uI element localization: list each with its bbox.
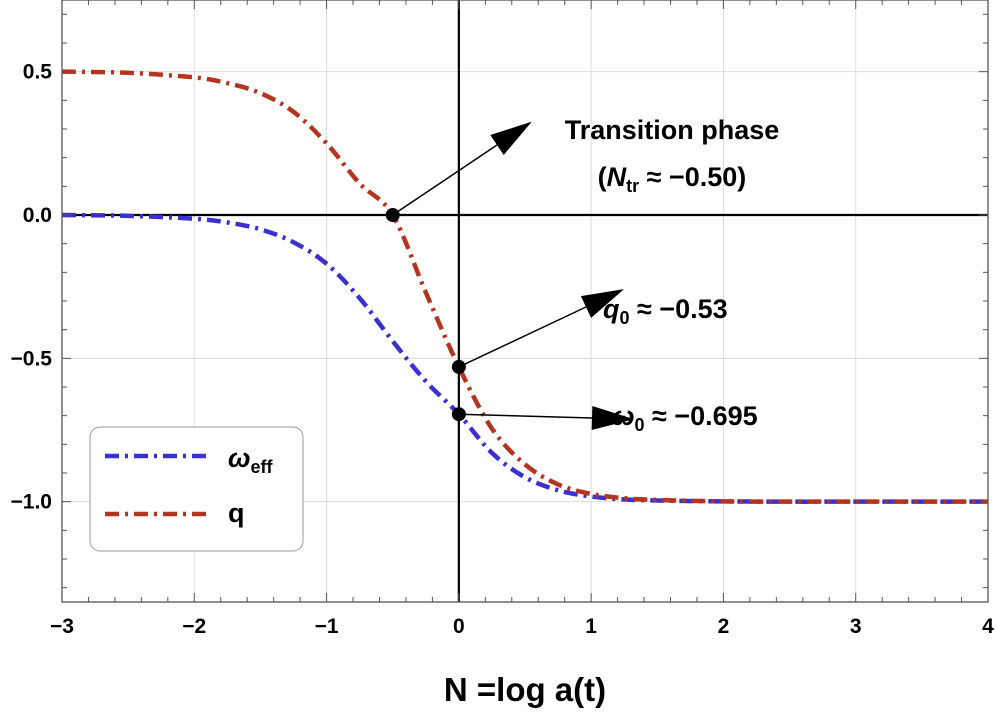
x-tick-label: −2 (182, 615, 206, 638)
annotation-arrow-line-q0 (458, 306, 587, 368)
annotation-arrow-line-transition (392, 144, 498, 216)
series-lines (62, 69, 988, 504)
annotation-arrowhead-transition (490, 121, 532, 155)
x-tick-label: −3 (50, 615, 74, 638)
x-axis-title: N =log a(t) (444, 671, 606, 708)
legend-box (89, 426, 304, 552)
x-tick-label: 4 (982, 615, 994, 638)
x-tick-label: 0 (453, 615, 465, 638)
series-line-q (62, 69, 988, 504)
annotation-w0-label: ω0 ≈ −0.695 (612, 401, 758, 435)
legend-label-weff: ωeff (228, 443, 274, 477)
annotation-transition-line2: (Ntr ≈ −0.50) (598, 162, 747, 196)
annotation-point-transition (385, 208, 400, 222)
annotation-q0-label: q0 ≈ −0.53 (603, 294, 728, 328)
annotation-arrowhead-q0 (580, 289, 624, 318)
x-tick-label: 1 (585, 615, 597, 638)
annotation-arrowhead-w0 (591, 406, 634, 430)
y-tick-labels: 0.5 0.0 −0.5 −1.0 (11, 61, 53, 514)
y-tick-label: 0.5 (23, 61, 53, 84)
annotation-point-w0 (451, 407, 466, 422)
annotation-transition-line1: Transition phase (565, 115, 780, 145)
ticks (61, 0, 989, 602)
annotations: Transition phase (Ntr ≈ −0.50) q0 ≈ −0.5… (385, 115, 780, 435)
legend-label-q: q (228, 498, 245, 528)
y-tick-label: −0.5 (11, 347, 53, 370)
annotation-point-q0 (451, 359, 466, 374)
x-tick-label: 3 (850, 615, 862, 638)
annotation-transition: Transition phase (Ntr ≈ −0.50) (565, 115, 780, 196)
annotation-q0: q0 ≈ −0.53 (603, 294, 728, 328)
reference-lines (62, 0, 988, 602)
annotation-arrow-line-w0 (458, 413, 593, 419)
x-tick-label: 2 (718, 615, 730, 638)
x-tick-label: −1 (315, 615, 339, 638)
x-tick-labels: −3 −2 −1 0 1 2 3 4 (50, 615, 994, 638)
legend: ωeff q (89, 426, 304, 552)
annotation-w0: ω0 ≈ −0.695 (612, 401, 758, 435)
series-line-weff (62, 212, 988, 504)
y-tick-label: 0.0 (23, 204, 52, 227)
y-tick-label: −1.0 (11, 491, 52, 514)
